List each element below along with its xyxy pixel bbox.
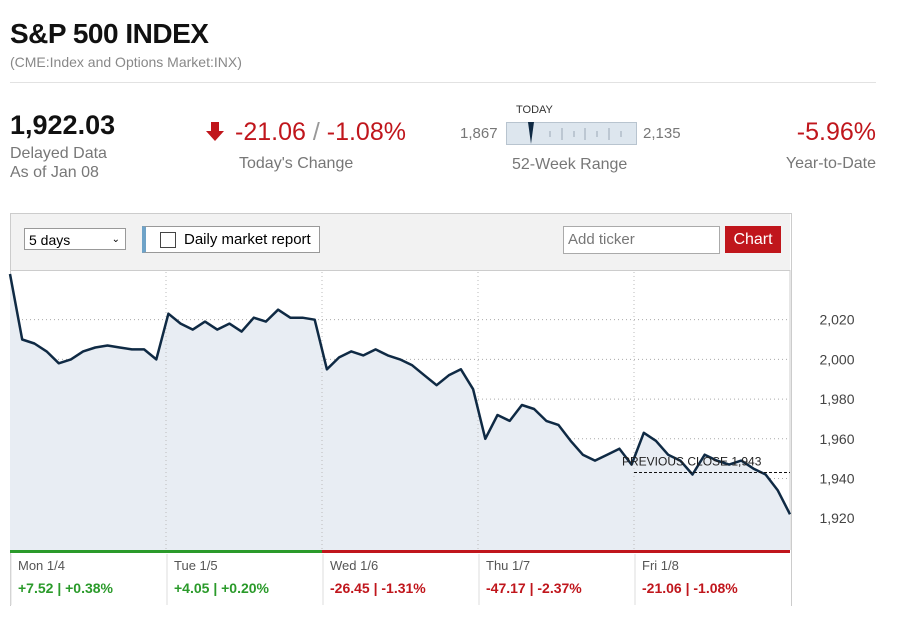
ytd: -5.96%: [796, 118, 876, 146]
change-pct: -1.08%: [326, 118, 406, 146]
y-tick-label: 1,920: [819, 510, 854, 526]
title: S&P 500 INDEX: [10, 18, 209, 49]
day-change: -47.17 | -2.37%: [486, 580, 582, 596]
range-low: 1,867: [460, 125, 498, 142]
y-tick-label: 2,020: [819, 312, 854, 328]
delayed: Delayed Data: [10, 145, 107, 162]
separator: /: [312, 118, 320, 146]
day-bar: [10, 550, 166, 553]
range-bar: [506, 122, 637, 145]
divider: [10, 82, 876, 83]
previous-close-label: PREVIOUS CLOSE 1,943: [622, 455, 762, 469]
ytd-label: Year-to-Date: [785, 155, 876, 172]
y-tick-label: 2,000: [819, 351, 854, 367]
day-bar: [634, 550, 790, 553]
change-row: -21.06 / -1.08%: [235, 118, 406, 147]
day-label: Thu 1/7: [486, 558, 530, 573]
y-tick-label: 1,940: [819, 471, 854, 487]
checkbox-label: Daily market report: [184, 231, 311, 248]
range-high: 2,135: [643, 125, 681, 142]
change: -21.06: [235, 118, 306, 146]
subtitle: (CME:Index and Options Market:INX): [10, 54, 242, 70]
day-change: +7.52 | +0.38%: [18, 580, 114, 596]
day-label: Mon 1/4: [18, 558, 65, 573]
range-marker: TODAY: [516, 104, 553, 116]
ticker-input[interactable]: Add ticker: [563, 226, 720, 254]
range-label: 52-Week Range: [512, 156, 628, 173]
day-bar: [478, 550, 634, 553]
price: 1,922.03: [10, 110, 116, 140]
period: 5 days: [29, 232, 71, 248]
checkbox-toggle[interactable]: Daily market report: [142, 226, 320, 253]
day-label: Fri 1/8: [642, 558, 679, 573]
area: [10, 274, 790, 550]
price-line: [8, 273, 792, 515]
y-tick-label: 1,960: [819, 431, 854, 447]
day-label: Tue 1/5: [174, 558, 218, 573]
y-tick-label: 1,980: [819, 391, 854, 407]
day-label: Wed 1/6: [330, 558, 378, 573]
day-change: -26.45 | -1.31%: [330, 580, 426, 596]
day-change: -21.06 | -1.08%: [642, 580, 738, 596]
day-bar: [322, 550, 478, 553]
down-arrow: [206, 122, 224, 141]
as-of: As of Jan 08: [10, 164, 99, 181]
checkbox[interactable]: [160, 232, 176, 248]
day-change: +4.05 | +0.20%: [174, 580, 270, 596]
day-bar: [166, 550, 322, 553]
period-select[interactable]: 5 days ⌄: [24, 228, 126, 250]
change-label: Today's Change: [239, 155, 354, 172]
chart-button[interactable]: Chart: [725, 226, 781, 253]
